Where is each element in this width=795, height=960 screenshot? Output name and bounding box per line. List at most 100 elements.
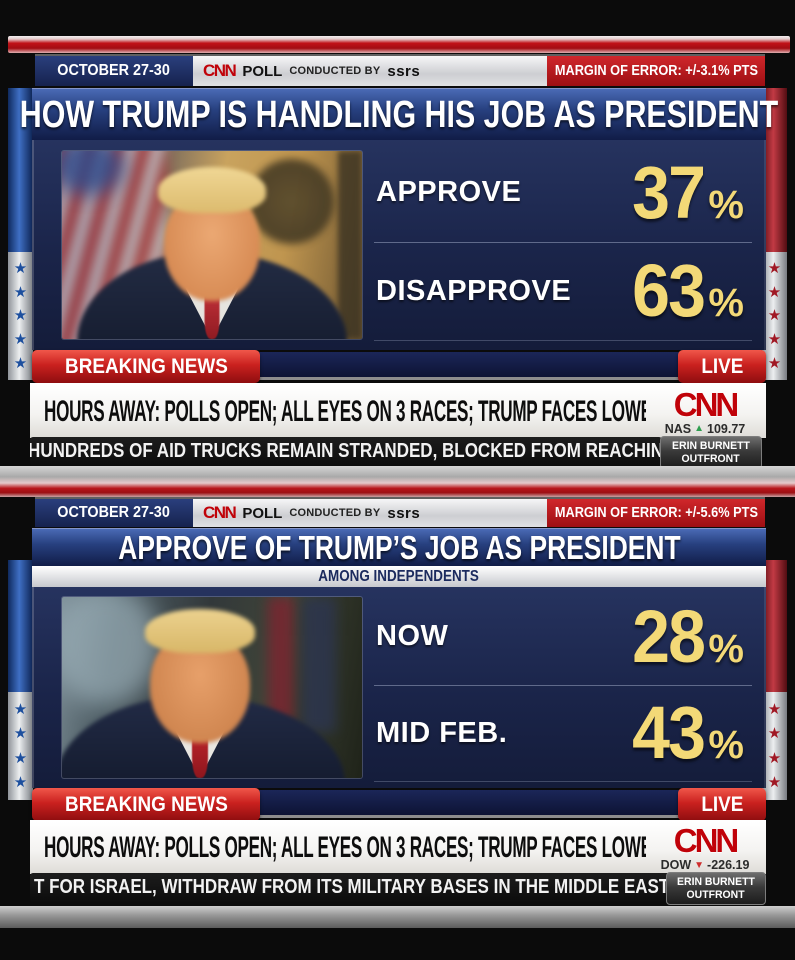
breaking-news-label: BREAKING NEWS [64,354,228,378]
studio-desk-strip [0,466,795,497]
headline-area: HOURS AWAY: POLLS OPEN; ALL EYES ON 3 RA… [30,385,646,438]
poll-subtitle: AMONG INDEPENDENTS [318,567,480,585]
flag-red-blur [268,597,294,722]
poll-title-bar: APPROVE OF TRUMP’S JOB AS PRESIDENT [32,528,766,567]
market-quote: NAS ▲ 109.77 [665,422,746,436]
percent-sign: % [708,723,744,768]
poll-date: OCTOBER 27-30 [57,62,171,79]
star-icon: ★ [13,355,28,373]
result-label: DISAPPROVE [376,274,572,307]
headline: HOURS AWAY: POLLS OPEN; ALL EYES ON 3 RA… [44,831,646,864]
poll-panel-overall: ★ ★ ★ ★ ★ ★ ★ ★ ★ ★ OCTOBER 27-30 CNN PO… [0,55,795,469]
star-icon: ★ [13,700,28,718]
headline-area: HOURS AWAY: POLLS OPEN; ALL EYES ON 3 RA… [30,822,646,874]
result-value: 37 % [629,150,744,234]
result-label: MID FEB. [376,716,508,749]
result-number: 37 [632,150,706,234]
poll-word: POLL [242,504,283,522]
poll-content: NOW 28 % MID FEB. 43 % [32,587,766,788]
star-icon: ★ [13,725,28,743]
result-label: NOW [376,620,449,653]
breaking-row: BREAKING NEWS LIVE [32,350,766,383]
result-label: APPROVE [376,176,522,209]
poll-date: OCTOBER 27-30 [57,504,171,521]
market-symbol: NAS [664,421,692,436]
hair [158,167,266,213]
result-number: 28 [632,594,706,678]
star-icon: ★ [767,259,782,277]
result-number: 63 [632,249,706,333]
show-badge: ERIN BURNETT OUTFRONT [666,872,766,905]
red-stripe-band [8,36,790,53]
trump-photo [62,151,362,339]
flag-stripe-right [762,88,787,252]
hair [145,609,255,653]
poll-result-row: APPROVE 37 % [374,144,752,242]
poll-title: HOW TRUMP IS HANDLING HIS JOB AS PRESIDE… [19,93,779,136]
ticker-right: CNN DOW ▼ -226.19 [646,822,766,874]
result-number: 43 [632,691,706,775]
show-badge: ERIN BURNETT OUTFRONT [660,436,762,469]
poll-results: NOW 28 % MID FEB. 43 % [374,589,752,782]
star-icon: ★ [13,307,28,325]
ticker-row: HOURS AWAY: POLLS OPEN; ALL EYES ON 3 RA… [30,383,766,438]
percent-sign: % [708,182,744,227]
ssrs-logo: ssrs [387,504,421,522]
star-icon: ★ [767,774,782,792]
market-symbol: DOW [660,858,692,872]
conducted-by-label: CONDUCTED BY [289,65,381,77]
cnn-logo-icon: CNN [203,61,237,80]
star-icon: ★ [13,331,28,349]
breaking-news-badge: BREAKING NEWS [32,350,260,383]
poll-date-box: OCTOBER 27-30 [35,499,193,527]
tie [204,293,220,339]
live-badge: LIVE [678,350,766,383]
poll-result-row: DISAPPROVE 63 % [374,241,752,341]
breaking-row: BREAKING NEWS LIVE [32,788,766,821]
flag-stripe-left [8,88,33,252]
flag-navy-blur [302,597,336,732]
cnn-logo-icon: CNN [203,503,237,522]
poll-content: APPROVE 37 % DISAPPROVE 63 % [32,140,766,350]
studio-desk-strip [0,906,795,928]
scroll-text: T FOR ISRAEL, WITHDRAW FROM ITS MILITARY… [34,876,675,898]
trump-photo [62,597,362,778]
percent-sign: % [708,626,744,671]
star-icon: ★ [13,259,28,277]
scroll-ticker: HUNDREDS OF AID TRUCKS REMAIN STRANDED, … [30,437,662,466]
percent-sign: % [708,281,744,326]
star-icon: ★ [13,749,28,767]
poll-results: APPROVE 37 % DISAPPROVE 63 % [374,144,752,341]
market-quote: DOW ▼ -226.19 [661,858,750,872]
headline: HOURS AWAY: POLLS OPEN; ALL EYES ON 3 RA… [44,394,646,428]
seal-medallion-blur [249,159,334,244]
result-value: 28 % [629,594,744,678]
margin-of-error: MARGIN OF ERROR: +/-3.1% PTS [554,63,758,79]
show-name-line2: OUTFRONT [686,888,746,901]
result-value: 63 % [629,254,744,328]
poll-result-row: MID FEB. 43 % [374,684,752,782]
scroll-text: HUNDREDS OF AID TRUCKS REMAIN STRANDED, … [30,440,662,462]
star-icon: ★ [767,749,782,767]
ssrs-logo: ssrs [387,62,421,80]
show-name-line1: ERIN BURNETT [677,875,755,888]
poll-date-box: OCTOBER 27-30 [35,56,193,86]
breaking-news-badge: BREAKING NEWS [32,788,260,821]
live-label: LIVE [700,354,744,378]
result-value: 43 % [629,696,744,770]
poll-header-row: OCTOBER 27-30 CNN POLL CONDUCTED BY ssrs… [35,56,765,86]
window-light-blur [62,597,160,705]
scroll-ticker: T FOR ISRAEL, WITHDRAW FROM ITS MILITARY… [30,873,675,902]
show-name-line1: ERIN BURNETT [672,439,750,452]
dark-edge [338,151,362,339]
margin-of-error-box: MARGIN OF ERROR: +/-5.6% PTS [547,499,765,527]
market-value: 109.77 [707,421,746,436]
conducted-by-label: CONDUCTED BY [289,507,381,519]
poll-title: APPROVE OF TRUMP’S JOB AS PRESIDENT [117,529,681,566]
poll-source-strip: CNN POLL CONDUCTED BY ssrs [193,56,547,86]
star-icon: ★ [767,331,782,349]
poll-panel-independents: ★ ★ ★ ★ ★ ★ ★ ★ OCTOBER 27-30 CNN POLL C… [0,497,795,906]
star-icon: ★ [767,355,782,373]
poll-title-bar: HOW TRUMP IS HANDLING HIS JOB AS PRESIDE… [20,88,778,141]
scroll-row: HUNDREDS OF AID TRUCKS REMAIN STRANDED, … [30,436,766,469]
